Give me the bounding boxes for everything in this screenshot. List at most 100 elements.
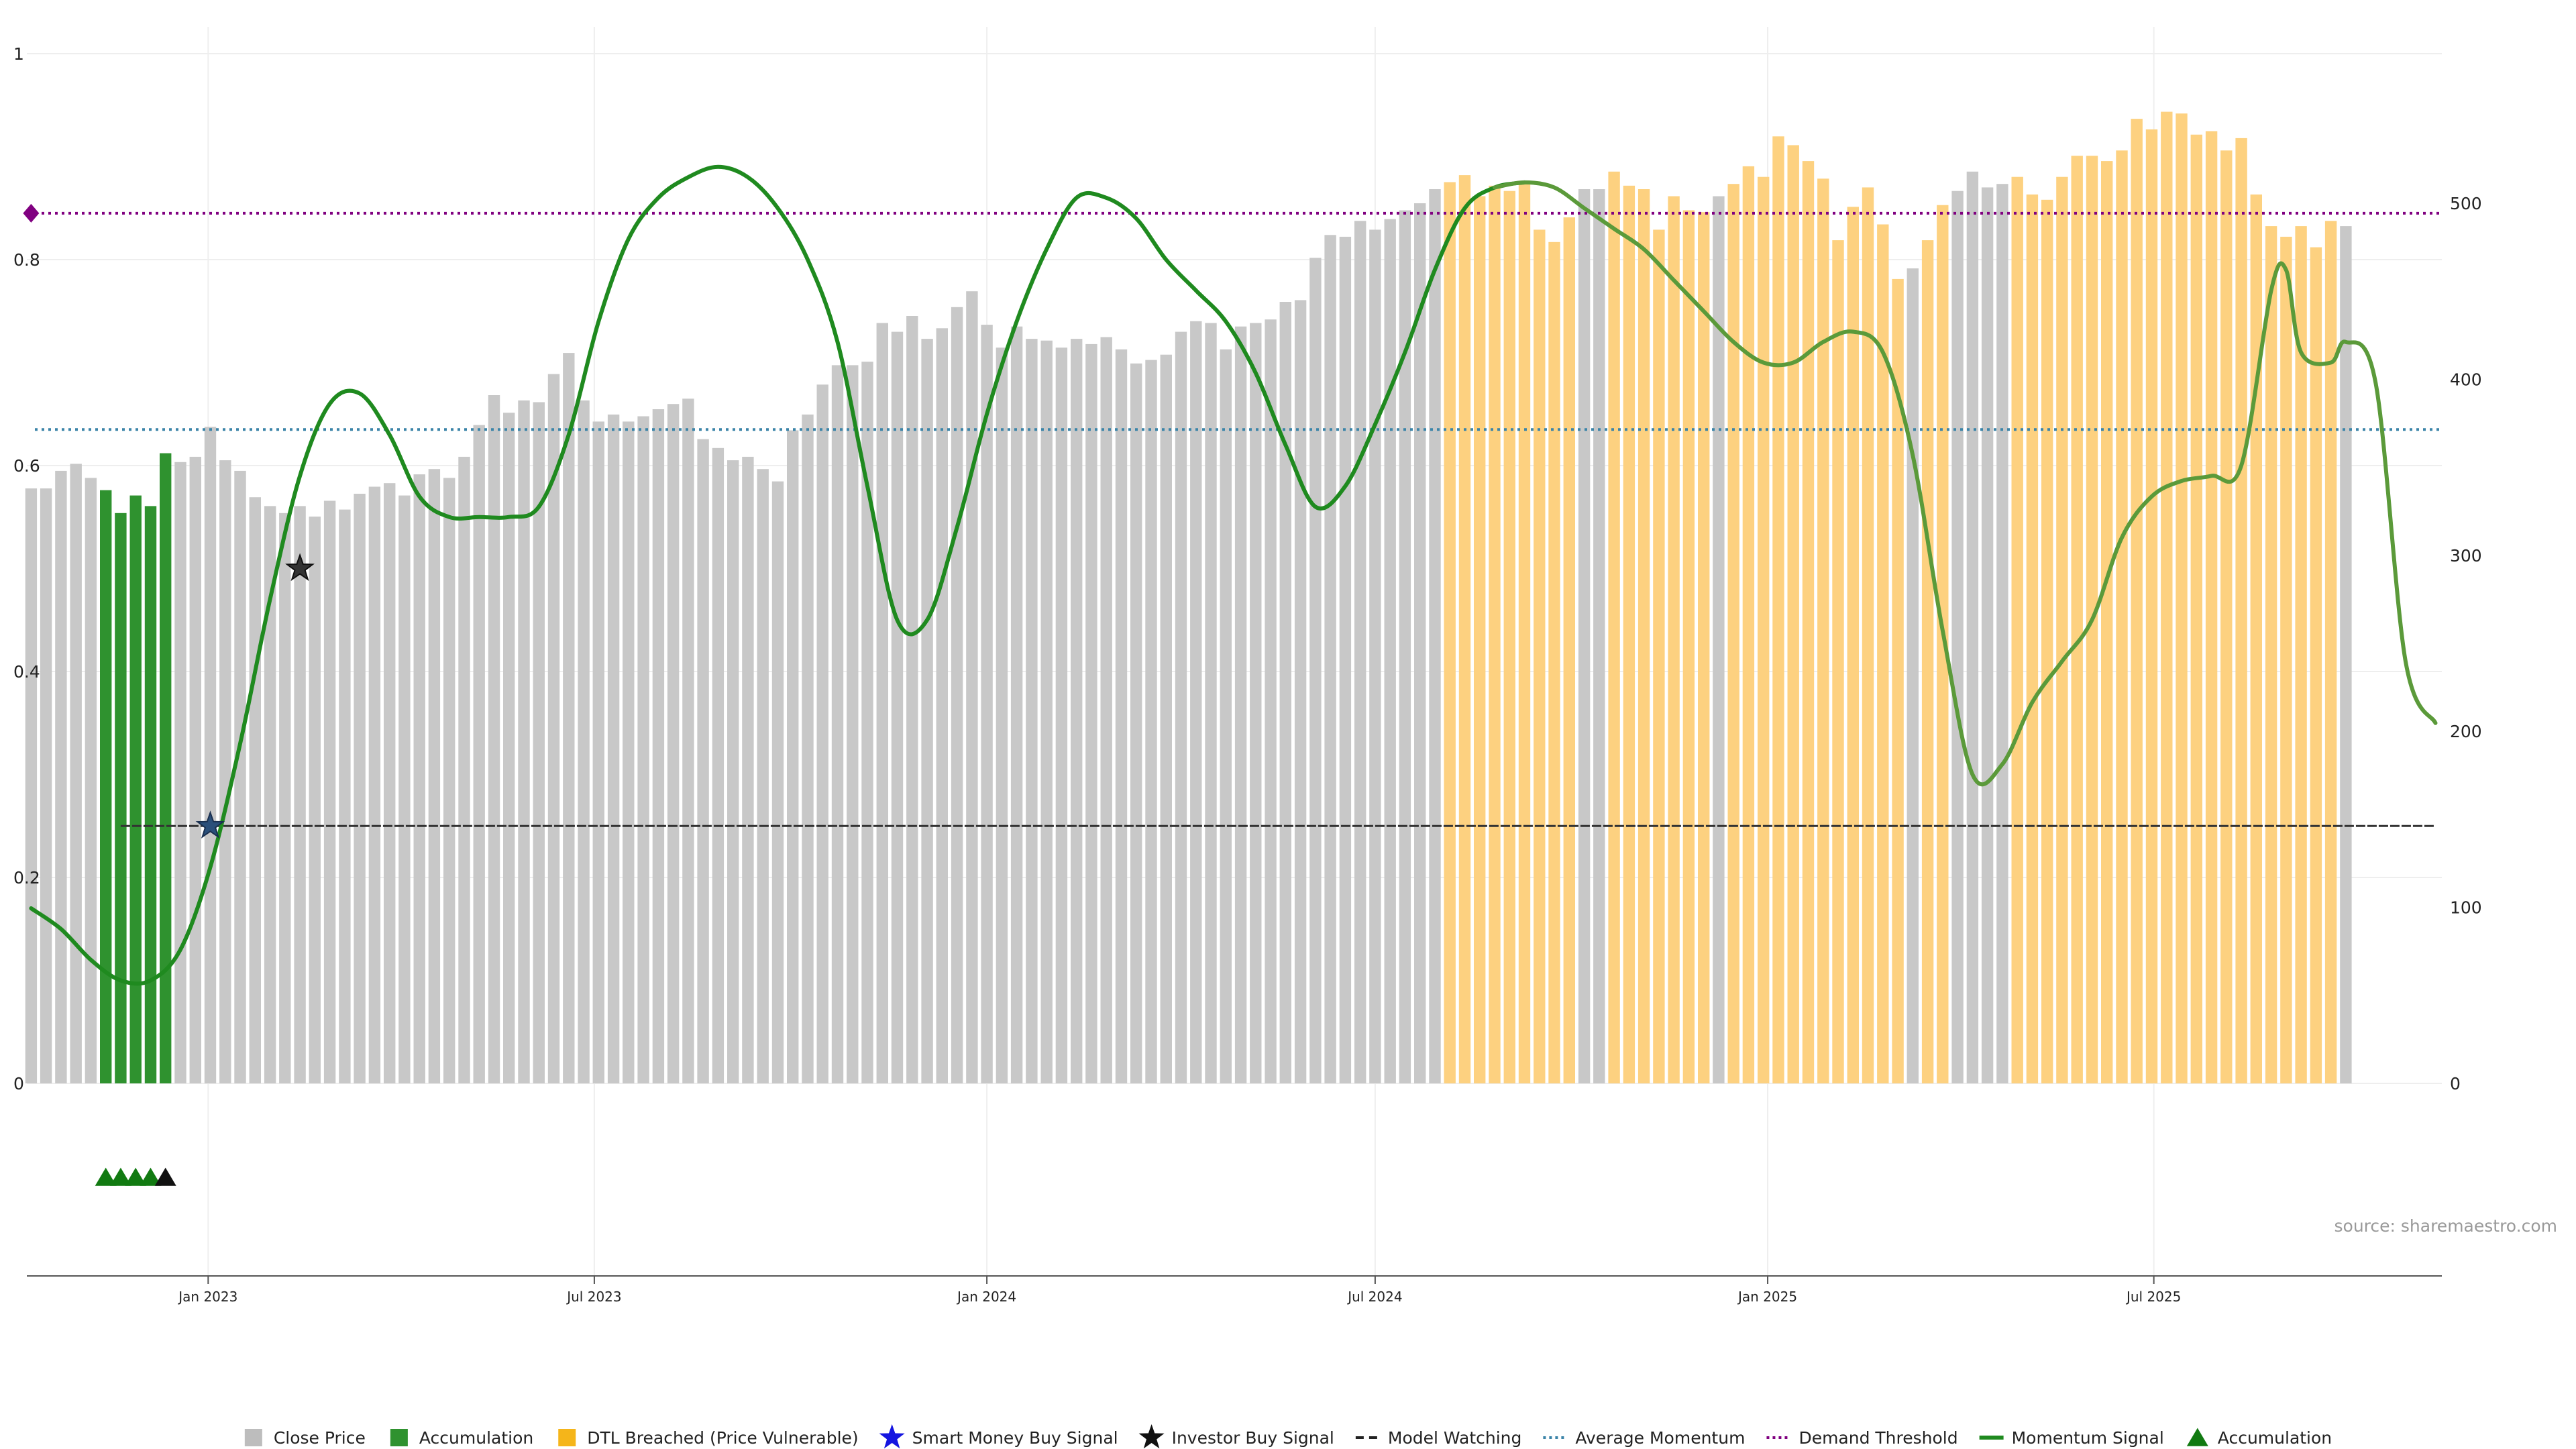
close-price-bar: [592, 421, 604, 1083]
close-price-bar: [771, 481, 784, 1083]
accumulation-triangle: [109, 1167, 131, 1186]
close-price-bar: [1354, 221, 1366, 1083]
close-price-bar: [1190, 321, 1202, 1083]
dtl-bar: [1563, 217, 1575, 1083]
close-price-bar: [981, 325, 993, 1084]
close-price-bar: [1130, 363, 1142, 1083]
left-axis-tick-label: 0.4: [13, 662, 40, 682]
legend-star-icon: [879, 1424, 905, 1449]
close-price-bar: [1160, 354, 1172, 1084]
investor-buy-signal-star: [285, 553, 315, 582]
close-price-bar: [1026, 339, 1038, 1084]
close-price-bar: [323, 500, 336, 1083]
close-price-bar: [966, 291, 978, 1084]
close-price-bar: [936, 328, 948, 1083]
close-price-bar: [607, 414, 620, 1083]
close-price-bar: [891, 331, 904, 1084]
close-price-bar: [1234, 326, 1247, 1084]
left-axis-tick-label: 0.6: [13, 456, 40, 476]
legend-swatch: [558, 1429, 576, 1446]
x-axis-tick-label: Jul 2025: [2125, 1289, 2181, 1305]
close-price-bar: [861, 362, 873, 1084]
legend-label: Model Watching: [1388, 1428, 1522, 1448]
close-price-bar: [1593, 189, 1605, 1083]
close-price-bar: [1085, 343, 1097, 1083]
dtl-bar: [2145, 129, 2158, 1083]
close-price-bar: [1951, 191, 1964, 1084]
close-price-bar: [787, 430, 799, 1083]
close-price-bar: [906, 316, 918, 1083]
close-price-bar: [1309, 258, 1322, 1083]
close-price-bar: [1220, 349, 1232, 1083]
close-price-bar: [339, 509, 351, 1083]
close-price-bar: [1339, 236, 1352, 1083]
dtl-bar: [1608, 171, 1620, 1083]
dtl-bar: [2250, 194, 2262, 1083]
close-price-bar: [1369, 229, 1381, 1083]
dtl-bar: [1638, 189, 1650, 1083]
close-price-bar: [55, 470, 67, 1083]
close-price-bar: [368, 486, 381, 1083]
close-price-bar: [473, 425, 485, 1083]
right-axis-tick-label: 300: [2450, 546, 2482, 566]
dtl-bar: [1802, 161, 1815, 1084]
legend-label: Accumulation: [2218, 1428, 2332, 1448]
dtl-bar: [1787, 145, 1799, 1083]
close-price-bar: [503, 413, 515, 1083]
close-price-bar: [727, 460, 739, 1083]
close-price-bar: [354, 494, 366, 1083]
close-price-bar: [309, 517, 321, 1083]
legend-label: DTL Breached (Price Vulnerable): [587, 1428, 858, 1448]
legend-triangle-icon: [2186, 1428, 2208, 1446]
right-axis-tick-label: 500: [2450, 194, 2482, 213]
close-price-bar: [1324, 235, 1336, 1083]
legend-item: Close Price: [244, 1428, 366, 1448]
left-axis-tick-label: 0: [13, 1074, 24, 1093]
dtl-bar: [2295, 226, 2307, 1084]
close-price-bar: [174, 462, 186, 1083]
x-axis-tick-label: Jul 2024: [1346, 1289, 1402, 1305]
close-price-bar: [1907, 268, 1919, 1084]
close-price-bar: [458, 456, 470, 1083]
dtl-bar: [1758, 176, 1770, 1084]
dtl-bar: [1698, 212, 1710, 1084]
x-axis-tick-label: Jul 2023: [566, 1289, 621, 1305]
dtl-bar: [1727, 184, 1739, 1084]
accumulation-bar: [115, 513, 127, 1083]
close-price-bar: [189, 456, 201, 1083]
close-price-bar: [623, 421, 635, 1083]
close-price-bar: [1981, 187, 1994, 1083]
close-price-bar: [1265, 319, 1277, 1084]
dtl-bar: [1503, 191, 1515, 1084]
dtl-bar: [1534, 229, 1546, 1083]
legend-item: DTL Breached (Price Vulnerable): [558, 1428, 859, 1448]
close-price-bar: [1040, 340, 1053, 1084]
dtl-bar: [2205, 131, 2218, 1083]
left-axis-tick-label: 1: [13, 44, 24, 64]
close-price-bar: [1205, 323, 1217, 1083]
dtl-bar: [1847, 207, 1859, 1083]
smart-money-buy-signal-star: [195, 810, 225, 839]
legend-item: Investor Buy Signal: [1138, 1424, 1334, 1449]
dtl-bar: [1444, 182, 1456, 1083]
close-price-bar: [1145, 360, 1157, 1083]
close-price-bar: [1055, 347, 1068, 1084]
close-price-bar: [25, 488, 38, 1083]
legend-label: Close Price: [274, 1428, 366, 1448]
dtl-bar: [2235, 138, 2247, 1083]
legend-item: Demand Threshold: [1766, 1428, 1958, 1448]
close-price-bar: [1250, 323, 1262, 1083]
close-price-bar: [802, 414, 814, 1083]
dtl-bar: [2161, 111, 2173, 1084]
close-price-bar: [712, 447, 724, 1083]
close-price-bar: [757, 469, 769, 1083]
left-axis-tick-label: 0.2: [13, 868, 40, 888]
legend-item: Smart Money Buy Signal: [879, 1424, 1118, 1449]
close-price-bar: [1279, 302, 1291, 1083]
legend-star-icon: [1138, 1424, 1165, 1449]
close-price-bar: [1384, 219, 1396, 1084]
legend-swatch: [244, 1429, 262, 1446]
close-price-bar: [70, 464, 82, 1083]
dtl-bar: [1458, 175, 1471, 1084]
legend-label: Average Momentum: [1575, 1428, 1745, 1448]
